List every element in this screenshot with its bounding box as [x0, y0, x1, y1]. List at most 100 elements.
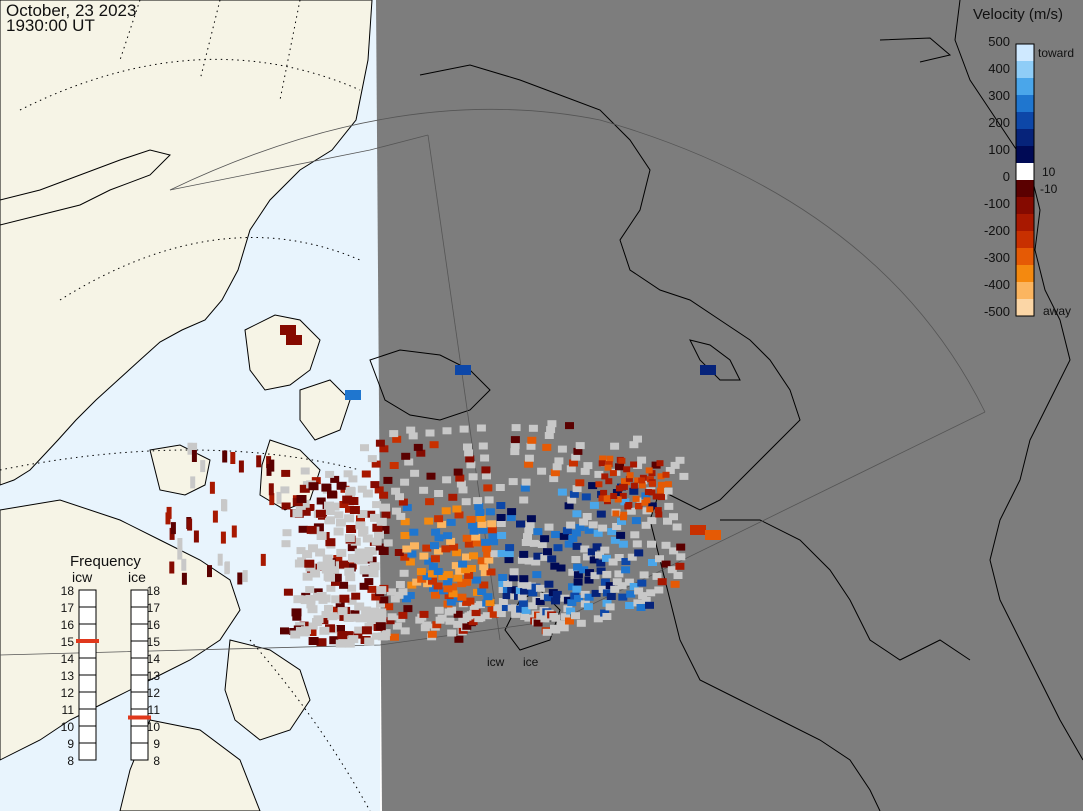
landmass-greenland	[0, 0, 373, 486]
radar-scatter-cell	[376, 517, 387, 526]
colorbar-swatch	[1016, 197, 1034, 215]
radar-scatter-cell	[467, 565, 476, 572]
radar-scatter-cell	[600, 578, 610, 586]
radar-scatter-cell	[331, 578, 340, 586]
radar-scatter-cell	[302, 572, 313, 581]
radar-scatter-cell	[475, 509, 485, 516]
radar-scatter-cell	[481, 466, 491, 474]
colorbar-swatch	[1016, 282, 1034, 300]
radar-scatter-cell	[430, 542, 439, 550]
radar-scatter-cell	[602, 613, 612, 620]
radar-scatter-cell	[553, 544, 563, 552]
radar-scatter-cell	[366, 615, 377, 624]
radar-scatter-cell	[465, 455, 475, 463]
radar-scatter-cell	[344, 631, 354, 639]
radar-scatter-cell	[237, 572, 243, 585]
radar-scatter-cell	[572, 585, 582, 593]
radar-scatter-cell	[517, 556, 527, 564]
radar-scatter-cell	[551, 531, 561, 538]
radar-scatter-cell	[629, 487, 639, 495]
radar-scatter-cell	[592, 543, 602, 551]
radar-scatter-cell	[377, 632, 388, 641]
radar-scatter-cell	[646, 506, 654, 513]
radar-scatter-cell	[464, 540, 474, 548]
radar-scatter-cell	[630, 531, 640, 539]
radar-scatter-cell	[383, 539, 393, 547]
radar-scatter-cell	[405, 558, 415, 566]
radar-scatter-cell	[495, 484, 505, 491]
radar-scatter-cell	[550, 469, 560, 477]
radar-scatter-cell	[638, 482, 646, 489]
radar-scatter-cell	[354, 548, 365, 557]
radar-scatter-cell	[600, 489, 608, 496]
radar-scatter-cell	[487, 526, 497, 534]
radar-scatter-cell	[501, 604, 511, 611]
radar-scatter-cell	[325, 470, 335, 478]
radar-scatter-cell	[442, 427, 452, 435]
radar-scatter-cell	[433, 547, 443, 555]
radar-scatter-cell	[479, 563, 489, 571]
radar-scatter-cell	[633, 435, 642, 443]
radar-scatter-cell	[631, 517, 641, 525]
radar-scatter-cell	[651, 461, 661, 469]
radar-scatter-cell	[673, 572, 683, 579]
radar-scatter-cell	[410, 542, 419, 550]
radar-scatter-cell	[324, 604, 333, 612]
radar-scatter-cell	[657, 473, 665, 480]
radar-scatter-cell	[396, 512, 406, 520]
radar-scatter-cell	[596, 559, 606, 567]
radar-scatter-cell	[498, 598, 508, 605]
radar-scatter-cell	[348, 635, 359, 644]
radar-scatter-cell	[594, 470, 604, 478]
radar-scatter-cell	[566, 465, 576, 473]
colorbar-swatch	[1016, 146, 1034, 164]
radar-scatter-cell	[404, 458, 414, 466]
radar-scatter-cell	[609, 470, 617, 477]
radar-scatter-cell	[641, 492, 651, 500]
radar-scatter-cell	[446, 537, 456, 545]
radar-scatter-cell	[400, 553, 410, 561]
radar-scatter-cell	[584, 593, 594, 601]
radar-scatter-cell	[453, 620, 463, 628]
radar-scatter-cell	[490, 550, 500, 558]
frequency-tick-label: 16	[61, 618, 75, 632]
radar-scatter-cell	[626, 590, 636, 598]
radar-scatter-cell	[325, 538, 336, 547]
radar-scatter-cell	[569, 459, 578, 467]
radar-scatter-cell	[325, 573, 335, 582]
radar-scatter-cell	[344, 639, 355, 648]
radar-scatter-cell	[657, 487, 665, 494]
radar-scatter-cell	[641, 596, 651, 604]
radar-scatter-cell	[434, 606, 444, 614]
radar-scatter-cell	[222, 450, 228, 463]
colorbar-swatch	[1016, 44, 1034, 62]
radar-scatter-cell	[602, 599, 612, 607]
radar-scatter-cell	[480, 454, 490, 462]
radar-scatter-cell	[610, 493, 618, 499]
radar-scatter-cell	[647, 540, 656, 548]
radar-scatter-cell	[266, 463, 272, 476]
radar-scatter-cell	[593, 615, 603, 623]
radar-scatter-cell	[615, 463, 624, 471]
radar-scatter-cell	[540, 553, 550, 561]
radar-scatter-cell	[531, 558, 541, 566]
radar-scatter-cell	[413, 443, 423, 451]
radar-scatter-cell	[569, 490, 579, 498]
radar-scatter-cell	[331, 595, 342, 604]
radar-scatter-cell	[507, 508, 517, 516]
radar-scatter-cell	[292, 509, 303, 518]
radar-scatter-cell	[458, 486, 468, 494]
radar-scatter-cell	[641, 521, 651, 529]
radar-scatter-cell	[422, 544, 432, 552]
radar-scatter-cell	[543, 548, 552, 556]
radar-scatter-cell	[290, 630, 301, 639]
radar-scatter-cell	[376, 600, 385, 608]
radar-scatter-cell	[329, 502, 340, 511]
radar-scatter-cell	[428, 577, 437, 585]
radar-scatter-cell	[610, 442, 620, 450]
radar-scatter-cell	[511, 424, 521, 432]
radar-scatter-cell	[207, 565, 212, 578]
radar-scatter-cell	[308, 482, 319, 491]
radar-scatter-cell	[374, 530, 384, 539]
radar-scatter-cell	[447, 606, 457, 614]
